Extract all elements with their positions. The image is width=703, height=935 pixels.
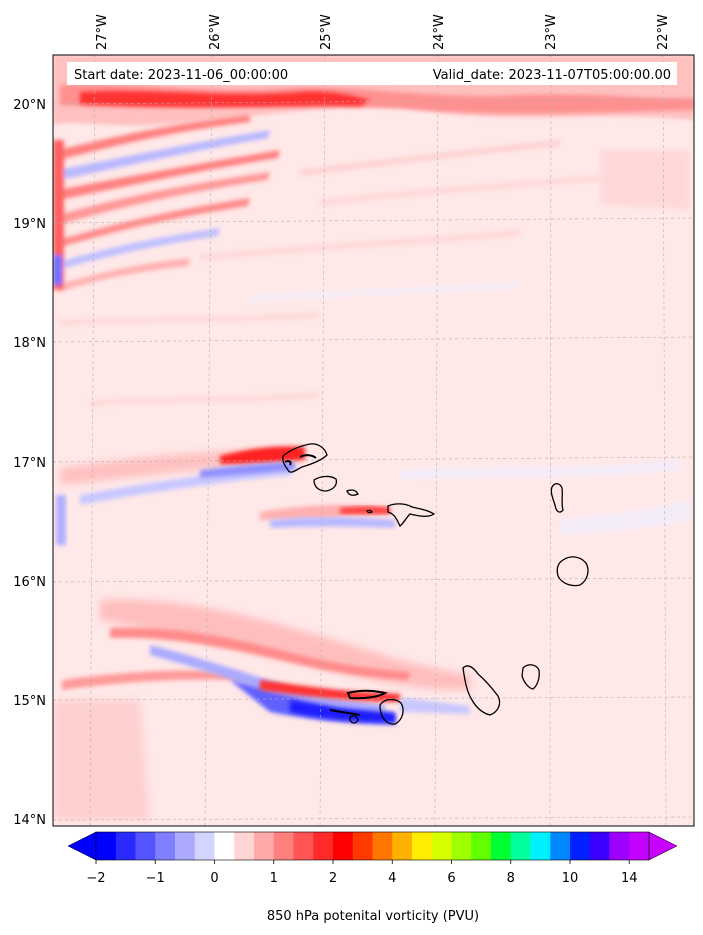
pv-field [53, 55, 694, 826]
colorbar-segment [570, 832, 591, 860]
pv-band-north-strong [80, 91, 370, 107]
colorbar-tick-label: 1 [270, 871, 278, 886]
pv-southwest-light [53, 700, 150, 820]
island-brava [349, 715, 359, 724]
island-sao-vicente [313, 475, 338, 492]
lat-tick-14n: 14°N [13, 813, 46, 828]
lon-tick-labels: 27°W 26°W 25°W 24°W 23°W 22°W [95, 14, 671, 50]
island-sao-nicolau-islet [366, 509, 373, 514]
pv-west-edge-blue [56, 495, 66, 545]
colorbar-segment [491, 832, 512, 860]
colorbar-segment [412, 832, 433, 860]
lat-tick-20n: 20°N [13, 98, 46, 113]
colorbar-segment [175, 832, 196, 860]
colorbar-segment [313, 832, 334, 860]
colorbar-segment [254, 832, 275, 860]
colorbar-segment [629, 832, 650, 860]
colorbar-tick-label: 10 [562, 871, 579, 886]
island-santa-luzia [346, 489, 359, 496]
lat-tick-labels: 20°N 19°N 18°N 17°N 16°N 15°N 14°N [13, 98, 46, 828]
colorbar-segment [135, 832, 156, 860]
valid-date-label: Valid_date: 2023-11-07T05:00:00.00 [433, 68, 671, 83]
lat-tick-18n: 18°N [13, 336, 46, 351]
island-boa-vista [556, 556, 589, 587]
start-date-label: Start date: 2023-11-06_00:00:00 [74, 68, 288, 83]
colorbar: −2 −1 0 1 2 4 6 8 10 14 850 hPa potenital vortici… [67, 831, 678, 924]
colorbar-segment [155, 832, 176, 860]
colorbar-tick-label: 2 [329, 871, 337, 886]
header-box [67, 62, 677, 85]
colorbar-segment [510, 832, 531, 860]
island-maio [521, 664, 540, 690]
colorbar-segment [609, 832, 630, 860]
colorbar-segment [352, 832, 373, 860]
colorbar-segment [194, 832, 215, 860]
colorbar-tick-label: −2 [86, 871, 105, 886]
colorbar-segments [96, 832, 650, 860]
colorbar-frame [95, 831, 650, 861]
colorbar-segment [214, 832, 235, 860]
island-sal [550, 483, 564, 513]
lat-tick-15n: 15°N [13, 694, 46, 709]
colorbar-tick-label: 4 [388, 871, 396, 886]
colorbar-under-arrow [67, 831, 97, 861]
island-santo-antao [282, 443, 328, 473]
colorbar-segment [333, 832, 354, 860]
colorbar-segment [530, 832, 551, 860]
map-frame [52, 54, 695, 827]
colorbar-over-arrow [648, 831, 678, 861]
island-sao-nicolau [387, 503, 436, 527]
colorbar-tick-label: 8 [507, 871, 515, 886]
colorbar-segment [392, 832, 413, 860]
map-panel: Start date: 2023-11-06_00:00:00 Valid_da… [13, 14, 695, 828]
lat-tick-19n: 19°N [13, 217, 46, 232]
colorbar-segment [293, 832, 314, 860]
colorbar-segment [96, 832, 117, 860]
graticule [53, 55, 694, 826]
colorbar-segment [273, 832, 294, 860]
lon-tick-27w: 27°W [95, 14, 110, 50]
lon-tick-22w: 22°W [656, 14, 671, 50]
colorbar-tick-label: −1 [146, 871, 165, 886]
colorbar-segment [550, 832, 571, 860]
pv-contours [284, 454, 388, 716]
pv-wake-north-islands [60, 446, 305, 505]
colorbar-segment [471, 832, 492, 860]
colorbar-ticks: −2 −1 0 1 2 4 6 8 10 14 [86, 860, 638, 886]
colorbar-segment [372, 832, 393, 860]
colorbar-tick-label: 0 [210, 871, 218, 886]
lon-tick-26w: 26°W [208, 14, 223, 50]
pv-wake-sao-nicolau [260, 504, 395, 528]
pv-ripples [60, 140, 690, 535]
colorbar-segment [115, 832, 136, 860]
island-santiago [462, 665, 501, 716]
lon-tick-23w: 23°W [544, 14, 559, 50]
colorbar-segment [589, 832, 610, 860]
islands [282, 443, 589, 725]
colorbar-segment [431, 832, 452, 860]
colorbar-segment [451, 832, 472, 860]
island-fogo [379, 698, 404, 725]
lat-tick-17n: 17°N [13, 456, 46, 471]
colorbar-label: 850 hPa potenital vorticity (PVU) [267, 909, 479, 924]
lon-tick-25w: 25°W [319, 14, 334, 50]
colorbar-tick-label: 14 [621, 871, 638, 886]
lon-tick-24w: 24°W [432, 14, 447, 50]
colorbar-segment [234, 832, 255, 860]
colorbar-tick-label: 6 [447, 871, 455, 886]
lat-tick-16n: 16°N [13, 575, 46, 590]
pv-west-stripes [53, 115, 280, 292]
